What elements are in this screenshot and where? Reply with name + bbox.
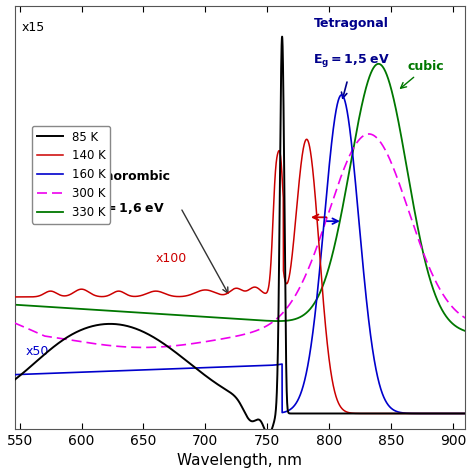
Text: x50: x50 <box>26 346 49 358</box>
Text: $\mathbf{E_g = 1{,}5\ eV}$: $\mathbf{E_g = 1{,}5\ eV}$ <box>313 52 390 69</box>
Text: x15: x15 <box>22 21 46 34</box>
Text: $\mathbf{E_g = 1{,}6\ eV}$: $\mathbf{E_g = 1{,}6\ eV}$ <box>88 201 164 218</box>
Text: Orthorombic: Orthorombic <box>82 170 170 183</box>
Text: Tetragonal: Tetragonal <box>314 17 389 30</box>
Text: x100: x100 <box>156 252 187 265</box>
X-axis label: Wavelength, nm: Wavelength, nm <box>177 454 302 468</box>
Legend: 85 K, 140 K, 160 K, 300 K, 330 K: 85 K, 140 K, 160 K, 300 K, 330 K <box>32 126 110 224</box>
Text: cubic: cubic <box>408 60 444 73</box>
